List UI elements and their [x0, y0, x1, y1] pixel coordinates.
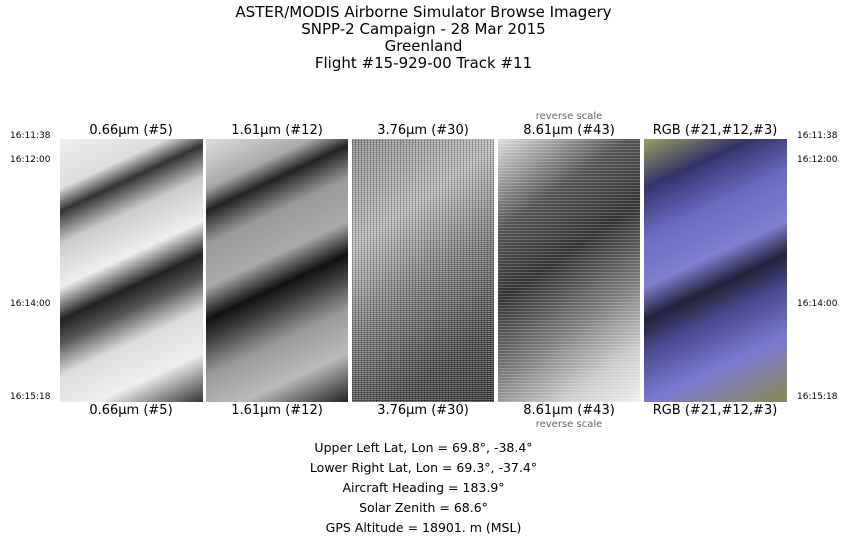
upper-left-coords: Upper Left Lat, Lon = 69.8°, -38.4° [314, 440, 533, 455]
panel-label-top: 8.61μm (#43) [523, 123, 615, 138]
panel-label-bottom: RGB (#21,#12,#3) [652, 403, 778, 418]
title-line-2: SNPP-2 Campaign - 28 Mar 2015 [301, 20, 546, 38]
time-label-left: 16:14:00 [10, 299, 51, 309]
time-label-right: 16:11:38 [797, 131, 838, 141]
image-panel-0.66um [60, 139, 203, 402]
reverse-scale-note-bottom: reverse scale [535, 419, 603, 430]
aircraft-heading: Aircraft Heading = 183.9° [342, 480, 505, 495]
image-panel-3.76um [352, 139, 494, 402]
panel-label-bottom: 0.66μm (#5) [89, 403, 173, 418]
title-line-4: Flight #15-929-00 Track #11 [314, 54, 533, 72]
panel-label-top: RGB (#21,#12,#3) [652, 123, 778, 138]
time-label-left: 16:11:38 [10, 131, 51, 141]
panel-label-top: 3.76μm (#30) [377, 123, 469, 138]
panel-label-bottom: 8.61μm (#43) [523, 403, 615, 418]
image-panel-rgb [644, 139, 787, 402]
solar-zenith: Solar Zenith = 68.6° [359, 500, 488, 515]
image-panel-1.61um [206, 139, 348, 402]
lower-right-coords: Lower Right Lat, Lon = 69.3°, -37.4° [309, 460, 538, 475]
panel-label-top: 1.61μm (#12) [231, 123, 323, 138]
time-label-left: 16:15:18 [10, 392, 51, 402]
time-label-right: 16:12:00 [797, 155, 838, 165]
time-label-right: 16:15:18 [797, 392, 838, 402]
time-label-left: 16:12:00 [10, 155, 51, 165]
reverse-scale-note-top: reverse scale [535, 111, 603, 122]
title-line-3: Greenland [384, 37, 463, 55]
panel-label-bottom: 3.76μm (#30) [377, 403, 469, 418]
image-panel-8.61um [498, 139, 640, 402]
time-label-right: 16:14:00 [797, 299, 838, 309]
title-line-1: ASTER/MODIS Airborne Simulator Browse Im… [235, 3, 612, 21]
gps-altitude: GPS Altitude = 18901. m (MSL) [325, 520, 522, 535]
panel-label-bottom: 1.61μm (#12) [231, 403, 323, 418]
panel-label-top: 0.66μm (#5) [89, 123, 173, 138]
